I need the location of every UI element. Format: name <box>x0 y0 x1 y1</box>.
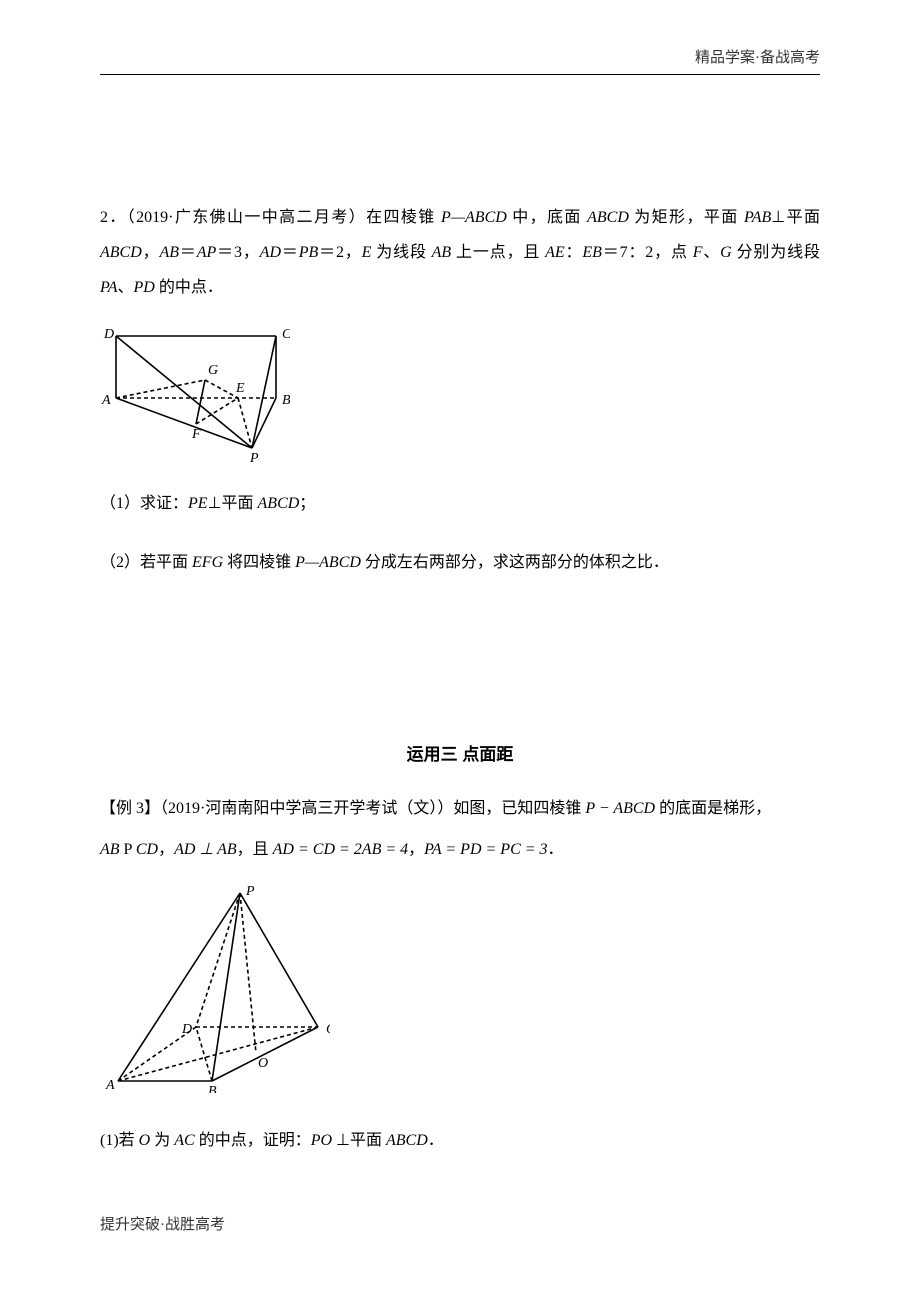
text: 、 <box>117 279 133 296</box>
svg-text:O: O <box>258 1056 268 1071</box>
math: PD <box>134 279 155 296</box>
problem-2-statement: 2．（2019·广东佛山一中高二月考）在四棱锥 P—ABCD 中，底面 ABCD… <box>100 200 820 306</box>
section-title: 运用三 点面距 <box>100 740 820 765</box>
text: 的中点，证明： <box>195 1132 311 1149</box>
geometry-diagram-icon: P A B C D O <box>100 883 330 1093</box>
text: ； <box>299 495 315 512</box>
svg-text:C: C <box>282 327 290 342</box>
text: ＝ <box>281 244 299 261</box>
figure-1: D C A B E G F P <box>100 322 820 462</box>
svg-text:B: B <box>282 393 290 408</box>
text: 的中点． <box>155 279 223 296</box>
math: AB <box>100 841 120 858</box>
text: 为 <box>150 1132 174 1149</box>
text: ． <box>428 1132 444 1149</box>
text: P <box>120 841 136 858</box>
geometry-diagram-icon: D C A B E G F P <box>100 322 290 462</box>
text: ⊥平面 <box>332 1132 386 1149</box>
math: PAB <box>744 209 771 226</box>
math: AD ⊥ AB <box>174 841 237 858</box>
math: EFG <box>192 554 223 571</box>
math: P—ABCD <box>295 554 361 571</box>
math: PE <box>188 495 208 512</box>
problem-2-q1: （1）求证：PE⊥平面 ABCD； <box>100 486 820 521</box>
svg-text:B: B <box>208 1084 217 1093</box>
math: PB <box>299 244 319 261</box>
text: （2）若平面 <box>100 554 192 571</box>
math: P − ABCD <box>585 800 655 817</box>
text: （1）求证： <box>100 495 188 512</box>
svg-text:G: G <box>208 363 218 378</box>
math: CD <box>136 841 158 858</box>
math: F <box>693 244 703 261</box>
svg-text:A: A <box>101 393 111 408</box>
math: ABCD <box>587 209 629 226</box>
math: PO <box>311 1132 332 1149</box>
text: ＝7：2，点 <box>602 244 693 261</box>
text: ＝3， <box>216 244 259 261</box>
math: G <box>720 244 732 261</box>
svg-text:A: A <box>105 1078 115 1093</box>
math: AC <box>174 1132 194 1149</box>
text: ⊥平面 <box>771 209 820 226</box>
text: 中，底面 <box>507 209 587 226</box>
text: 将四棱锥 <box>223 554 295 571</box>
text: ， <box>408 841 424 858</box>
example-3-line2: AB P CD，AD ⊥ AB，且 AD = CD = 2AB = 4，PA =… <box>100 832 820 867</box>
page: 精品学案·备战高考 2．（2019·广东佛山一中高二月考）在四棱锥 P—ABCD… <box>0 0 920 1302</box>
math: AD <box>260 244 281 261</box>
text: 的底面是梯形， <box>655 800 771 817</box>
text: ， <box>142 244 160 261</box>
math: AD = CD = 2AB = 4 <box>273 841 409 858</box>
text: ， <box>158 841 174 858</box>
math: O <box>139 1132 151 1149</box>
text: (1)若 <box>100 1132 139 1149</box>
math: AB <box>432 244 452 261</box>
body-area: 2．（2019·广东佛山一中高二月考）在四棱锥 P—ABCD 中，底面 ABCD… <box>100 200 820 1183</box>
math: AP <box>197 244 217 261</box>
svg-text:P: P <box>245 884 255 899</box>
text: 为矩形，平面 <box>629 209 744 226</box>
math: ABCD <box>258 495 300 512</box>
problem-2-q2: （2）若平面 EFG 将四棱锥 P—ABCD 分成左右两部分，求这两部分的体积之… <box>100 545 820 580</box>
text: 分别为线段 <box>732 244 820 261</box>
header-right-text: 精品学案·备战高考 <box>695 46 820 67</box>
svg-text:F: F <box>191 427 201 442</box>
svg-text:P: P <box>249 451 259 462</box>
svg-text:D: D <box>103 327 114 342</box>
math: EB <box>582 244 602 261</box>
text: ⊥平面 <box>208 495 258 512</box>
math: E <box>362 244 372 261</box>
example-3-q1: (1)若 O 为 AC 的中点，证明：PO ⊥平面 ABCD． <box>100 1123 820 1158</box>
math: AE <box>545 244 565 261</box>
math: ABCD <box>100 244 142 261</box>
text: ． <box>548 841 564 858</box>
figure-2: P A B C D O <box>100 883 820 1093</box>
example-3-statement: 【例 3】（2019·河南南阳中学高三开学考试（文））如图，已知四棱锥 P − … <box>100 791 820 826</box>
text: 2．（2019·广东佛山一中高二月考）在四棱锥 <box>100 209 441 226</box>
text: 分成左右两部分，求这两部分的体积之比． <box>361 554 669 571</box>
svg-text:C: C <box>326 1022 330 1037</box>
math: PA <box>100 279 117 296</box>
text: ： <box>565 244 583 261</box>
math: PA = PD = PC = 3 <box>424 841 547 858</box>
text: 上一点，且 <box>451 244 545 261</box>
text: 【例 3】（2019·河南南阳中学高三开学考试（文））如图，已知四棱锥 <box>100 800 585 817</box>
header-rule <box>100 74 820 75</box>
svg-text:E: E <box>235 381 245 396</box>
math: AB <box>159 244 179 261</box>
text: ，且 <box>237 841 273 858</box>
footer-left-text: 提升突破·战胜高考 <box>100 1213 225 1234</box>
svg-text:D: D <box>181 1022 192 1037</box>
text: ＝ <box>179 244 197 261</box>
text: 、 <box>702 244 720 261</box>
math: ABCD <box>386 1132 428 1149</box>
text: ＝2， <box>318 244 361 261</box>
text: 为线段 <box>371 244 431 261</box>
math: P—ABCD <box>441 209 507 226</box>
